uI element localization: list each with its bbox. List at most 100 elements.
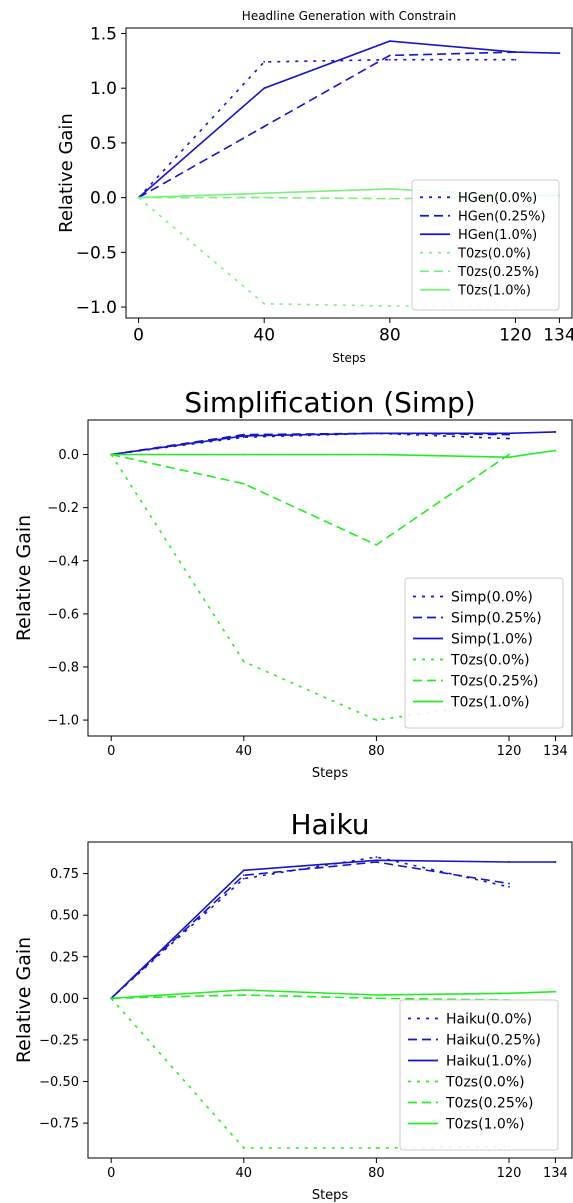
data-point <box>388 197 391 200</box>
x-tick-label: 134 <box>543 325 573 345</box>
data-point <box>242 435 245 437</box>
chart-haiku: Haiku 0 40 80 120 134 0.75 0.50 0.25 0.00 −0.25 −0.… <box>13 808 573 1203</box>
legend-label: Simp(0.0%) <box>451 590 533 606</box>
data-point <box>508 456 510 459</box>
data-point <box>242 660 245 663</box>
x-tick-label: 134 <box>543 1166 568 1181</box>
data-point <box>388 40 391 43</box>
y-tick-label: −0.4 <box>47 554 79 569</box>
legend-label: T0zs(0.25%) <box>445 1096 534 1112</box>
data-point <box>242 877 245 880</box>
y-tick-label: 0.00 <box>50 992 79 1007</box>
data-point <box>508 992 510 995</box>
data-point <box>375 453 378 456</box>
data-point <box>388 187 391 190</box>
y-tick-label: −0.5 <box>76 243 117 263</box>
y-tick-label: −0.50 <box>39 1075 79 1090</box>
series-line <box>111 432 510 456</box>
series-line <box>138 58 516 199</box>
y-axis-label: Relative Gain <box>13 937 35 1063</box>
chart-title: Headline Generation with Constrain <box>242 9 456 23</box>
legend-label: Simp(0.25%) <box>451 611 542 627</box>
y-tick-label: −1.0 <box>47 714 79 729</box>
data-point <box>554 990 557 993</box>
series-line <box>110 861 510 999</box>
data-point <box>375 856 378 858</box>
y-tick-label: −0.8 <box>47 661 79 676</box>
data-point <box>263 196 266 199</box>
x-axis-label: Steps <box>312 1188 349 1203</box>
data-point <box>508 453 510 456</box>
data-point <box>242 874 245 877</box>
data-point <box>242 869 245 872</box>
data-point <box>508 432 510 435</box>
chart-panel-headline: Headline Generation with Constrain 0 40 80 1… <box>0 0 573 380</box>
legend-label: HGen(1.0%) <box>458 228 537 243</box>
x-tick-label: 0 <box>133 325 144 345</box>
chart-title: Haiku <box>290 808 369 841</box>
data-point <box>375 432 378 435</box>
y-axis-label: Relative Gain <box>56 113 77 233</box>
x-tick-label: 80 <box>368 744 385 759</box>
series-line <box>138 40 560 199</box>
data-point <box>263 125 266 128</box>
data-point <box>375 719 378 721</box>
y-tick-label: −0.2 <box>47 501 79 516</box>
x-tick-label: 80 <box>379 325 401 345</box>
data-point <box>508 861 510 863</box>
y-tick-label: 0.75 <box>50 867 79 882</box>
x-tick-label: 80 <box>368 1166 385 1181</box>
data-point <box>514 58 517 61</box>
x-tick-label: 0 <box>107 744 115 759</box>
legend-label: T0zs(0.25%) <box>457 265 539 280</box>
data-point <box>388 54 391 57</box>
data-point <box>554 431 557 433</box>
series-line <box>111 453 510 546</box>
data-point <box>263 87 266 90</box>
data-point <box>375 997 378 1000</box>
legend-box <box>399 999 559 1151</box>
chart-panel-simplification: Simplification (Simp) 0 40 80 120 134 0.0 −0.2 −… <box>0 380 573 788</box>
legend-label: HGen(0.25%) <box>458 209 546 224</box>
y-tick-label: 0.0 <box>90 189 117 209</box>
data-point <box>110 997 113 1000</box>
x-tick-label: 120 <box>499 325 531 345</box>
y-axis-label: Relative Gain <box>13 515 35 641</box>
x-tick-label: 120 <box>497 1166 522 1181</box>
x-axis-label: Steps <box>312 766 349 781</box>
data-point <box>388 305 391 307</box>
data-point <box>242 433 245 436</box>
series-line <box>111 431 556 456</box>
data-point <box>508 433 510 436</box>
legend-label: HGen(0.0%) <box>458 191 537 206</box>
y-tick-label: 0.25 <box>50 950 79 965</box>
data-point <box>263 61 266 63</box>
legend-label: T0zs(0.0%) <box>457 246 531 261</box>
data-point <box>375 994 378 996</box>
data-point <box>558 52 561 55</box>
data-point <box>375 543 378 546</box>
legend-label: T0zs(1.0%) <box>457 283 531 298</box>
legend-box <box>411 179 560 311</box>
data-point <box>388 58 391 61</box>
x-axis-label: Steps <box>332 351 366 365</box>
data-point <box>242 436 245 439</box>
series-line <box>111 449 556 459</box>
y-tick-label: 0.0 <box>58 448 79 463</box>
x-tick-label: 40 <box>253 325 275 345</box>
data-point <box>554 861 557 863</box>
data-point <box>263 302 266 305</box>
y-tick-label: 1.0 <box>90 79 117 99</box>
data-point <box>375 1147 378 1149</box>
data-point <box>137 196 140 199</box>
legend-label: Haiku(1.0%) <box>446 1054 532 1070</box>
data-point <box>508 886 510 888</box>
data-point <box>242 482 245 485</box>
legend-label: Simp(1.0%) <box>451 632 533 648</box>
legend-label: T0zs(1.0%) <box>450 695 530 711</box>
series-line <box>111 989 556 1000</box>
data-point <box>263 192 266 195</box>
x-tick-label: 134 <box>543 744 568 759</box>
y-tick-label: 1.5 <box>90 24 117 44</box>
